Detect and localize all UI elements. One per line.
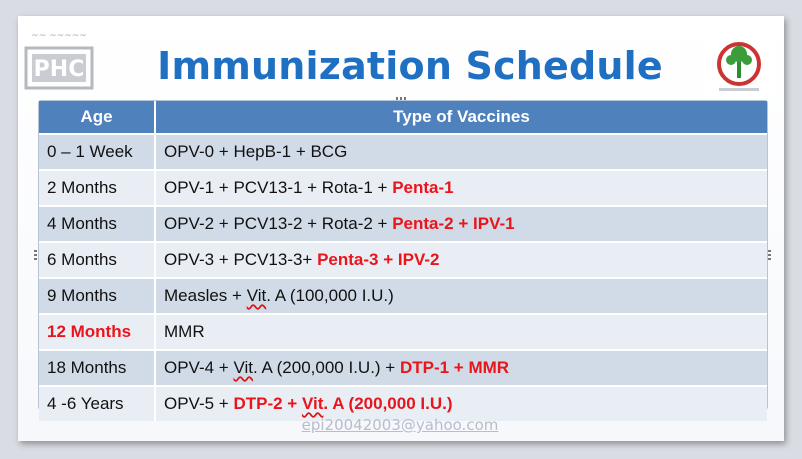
vaccines-cell: MMR (155, 313, 767, 350)
table-row: 4 Months OPV-2 + PCV13-2 + Rota-2 + Penta… (39, 205, 767, 242)
resize-handle-left[interactable] (34, 250, 37, 260)
table-header-row: Age Type of Vaccines (39, 101, 767, 134)
ministry-of-health-logo (703, 38, 775, 96)
vaccine-text: Penta-2 + IPV-1 (392, 214, 515, 233)
svg-text:PHC: PHC (34, 57, 85, 82)
vaccine-text: OPV-1 + PCV13-1 + Rota-1 + (164, 178, 393, 197)
vaccine-text: . A (200,000 I.U.) (323, 394, 453, 413)
table-row: 0 – 1 Week OPV-0 + HepB-1 + BCG (39, 133, 767, 170)
vaccine-text: Vit (301, 394, 324, 413)
vaccine-text: OPV-4 + (164, 358, 234, 377)
vaccines-cell: OPV-2 + PCV13-2 + Rota-2 + Penta-2 + IPV… (155, 205, 767, 242)
vaccine-text: . A (200,000 I.U.) + (253, 358, 400, 377)
phc-logo: ~~ ~~~~~ PHC (18, 26, 100, 94)
vaccine-text: OPV-2 + PCV13-2 + Rota-2 + (164, 214, 393, 233)
age-cell: 6 Months (39, 241, 156, 278)
age-cell: 4 Months (39, 205, 156, 242)
vaccines-cell: OPV-4 + Vit. A (200,000 I.U.) + DTP-1 + … (155, 349, 767, 386)
page-title: Immunization Schedule 2019 (157, 44, 663, 144)
resize-handle-top[interactable] (396, 97, 406, 100)
table-row: 4 -6 Years OPV-5 + DTP-2 + Vit. A (200,00… (39, 385, 767, 421)
vaccine-text: MMR (164, 322, 205, 341)
vaccine-text: DTP-2 + (233, 394, 302, 413)
vaccine-text: Penta-3 + IPV-2 (317, 250, 440, 269)
age-cell: 0 – 1 Week (39, 133, 156, 170)
vaccine-text: OPV-3 + PCV13-3+ (164, 250, 318, 269)
vaccine-text: OPV-5 + (164, 394, 234, 413)
table-row: 12 Months MMR (39, 313, 767, 350)
vaccines-cell: Measles + Vit. A (100,000 I.U.) (155, 277, 767, 314)
svg-text:~~ ~~~~~: ~~ ~~~~~ (31, 31, 87, 41)
age-cell: 9 Months (39, 277, 156, 314)
table-row: 9 Months Measles + Vit. A (100,000 I.U.) (39, 277, 767, 314)
age-cell: 12 Months (39, 313, 156, 350)
vaccine-text: Vit (233, 358, 253, 377)
resize-handle-right[interactable] (768, 250, 771, 260)
vaccines-cell: OPV-0 + HepB-1 + BCG (155, 133, 767, 170)
vaccine-text: . A (100,000 I.U.) (266, 286, 394, 305)
header-age: Age (39, 101, 156, 134)
vaccines-cell: OPV-3 + PCV13-3+ Penta-3 + IPV-2 (155, 241, 767, 278)
vaccines-cell: OPV-5 + DTP-2 + Vit. A (200,000 I.U.) (155, 385, 767, 421)
header-vaccines: Type of Vaccines (155, 101, 767, 134)
vaccine-text: Vit (246, 286, 267, 305)
table-row: 18 Months OPV-4 + Vit. A (200,000 I.U.) +… (39, 349, 767, 386)
immunization-table: Age Type of Vaccines 0 – 1 Week OPV-0 + H… (38, 100, 768, 421)
contact-email[interactable]: epi20042003@yahoo.com (301, 416, 499, 434)
age-cell: 2 Months (39, 169, 156, 206)
vaccine-text: Penta-1 (392, 178, 454, 197)
vaccine-text: Measles + (164, 286, 247, 305)
age-cell: 4 -6 Years (39, 385, 156, 421)
vaccine-text: DTP-1 + MMR (399, 358, 510, 377)
table-row: 6 Months OPV-3 + PCV13-3+ Penta-3 + IPV-2 (39, 241, 767, 278)
vaccine-text: OPV-0 + HepB-1 + BCG (164, 142, 348, 161)
table-row: 2 Months OPV-1 + PCV13-1 + Rota-1 + Penta… (39, 169, 767, 206)
vaccines-cell: OPV-1 + PCV13-1 + Rota-1 + Penta-1 (155, 169, 767, 206)
age-cell: 18 Months (39, 349, 156, 386)
